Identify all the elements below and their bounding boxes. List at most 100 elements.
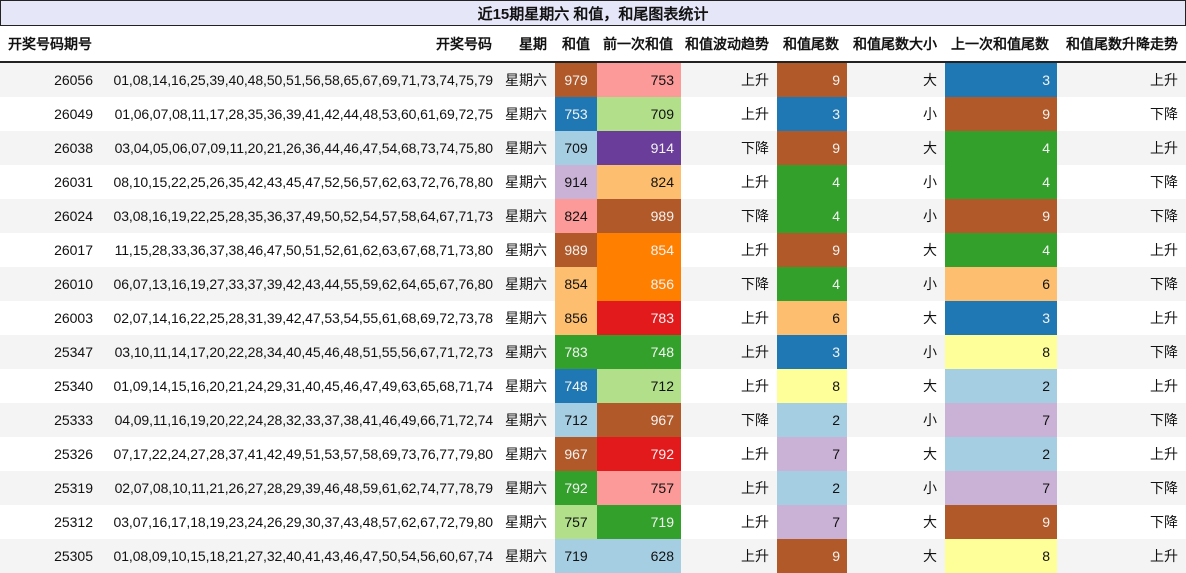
tail-size-cell: 小 <box>847 267 945 301</box>
prev-sum-cell: 856 <box>597 267 681 301</box>
tail-size-cell: 小 <box>847 199 945 233</box>
sum-trend-cell: 上升 <box>681 335 777 369</box>
col-header-prev-sum[interactable]: 前一次和值 <box>597 26 681 63</box>
col-header-numbers[interactable]: 开奖号码 <box>101 26 500 63</box>
sum-trend-cell: 下降 <box>681 199 777 233</box>
prev-sum-cell: 783 <box>597 301 681 335</box>
table-row[interactable]: 25347 03,10,11,14,17,20,22,28,34,40,45,46… <box>0 335 1186 369</box>
numbers-cell: 02,07,08,10,11,21,26,27,28,29,39,46,48,5… <box>101 471 500 505</box>
prev-sum-cell: 753 <box>597 62 681 97</box>
tail-trend-cell: 上升 <box>1057 131 1186 165</box>
last-tail-cell: 3 <box>945 301 1057 335</box>
issue-cell: 25340 <box>0 369 101 403</box>
col-header-issue[interactable]: 开奖号码期号 <box>0 26 101 63</box>
page-title: 近15期星期六 和值，和尾图表统计 <box>0 0 1186 26</box>
weekday-cell: 星期六 <box>500 267 555 301</box>
sum-trend-cell: 上升 <box>681 369 777 403</box>
col-header-sum-trend[interactable]: 和值波动趋势 <box>681 26 777 63</box>
table-row[interactable]: 25319 02,07,08,10,11,21,26,27,28,29,39,46… <box>0 471 1186 505</box>
col-header-tail-size[interactable]: 和值尾数大小 <box>847 26 945 63</box>
table-row[interactable]: 25326 07,17,22,24,27,28,37,41,42,49,51,53… <box>0 437 1186 471</box>
prev-sum-cell: 854 <box>597 233 681 267</box>
tail-size-cell: 小 <box>847 97 945 131</box>
last-tail-cell: 2 <box>945 437 1057 471</box>
sum-cell: 989 <box>555 233 597 267</box>
table-row[interactable]: 26010 06,07,13,16,19,27,33,37,39,42,43,44… <box>0 267 1186 301</box>
issue-cell: 25305 <box>0 539 101 573</box>
weekday-cell: 星期六 <box>500 335 555 369</box>
tail-size-cell: 小 <box>847 335 945 369</box>
sum-trend-cell: 上升 <box>681 165 777 199</box>
tail-cell: 9 <box>777 539 847 573</box>
col-header-tail[interactable]: 和值尾数 <box>777 26 847 63</box>
col-header-weekday[interactable]: 星期 <box>500 26 555 63</box>
tail-cell: 2 <box>777 403 847 437</box>
tail-trend-cell: 上升 <box>1057 62 1186 97</box>
table-row[interactable]: 26038 03,04,05,06,07,09,11,20,21,26,36,44… <box>0 131 1186 165</box>
prev-sum-cell: 748 <box>597 335 681 369</box>
table-row[interactable]: 26017 11,15,28,33,36,37,38,46,47,50,51,52… <box>0 233 1186 267</box>
sum-cell: 967 <box>555 437 597 471</box>
tail-cell: 6 <box>777 301 847 335</box>
sum-cell: 757 <box>555 505 597 539</box>
tail-trend-cell: 下降 <box>1057 403 1186 437</box>
issue-cell: 26056 <box>0 62 101 97</box>
tail-trend-cell: 下降 <box>1057 97 1186 131</box>
sum-cell: 753 <box>555 97 597 131</box>
table-row[interactable]: 25312 03,07,16,17,18,19,23,24,26,29,30,37… <box>0 505 1186 539</box>
weekday-cell: 星期六 <box>500 471 555 505</box>
tail-size-cell: 小 <box>847 471 945 505</box>
tail-trend-cell: 上升 <box>1057 369 1186 403</box>
issue-cell: 26024 <box>0 199 101 233</box>
last-tail-cell: 6 <box>945 267 1057 301</box>
tail-cell: 4 <box>777 267 847 301</box>
numbers-cell: 01,08,09,10,15,18,21,27,32,40,41,43,46,4… <box>101 539 500 573</box>
weekday-cell: 星期六 <box>500 539 555 573</box>
sum-cell: 748 <box>555 369 597 403</box>
tail-size-cell: 大 <box>847 505 945 539</box>
table-row[interactable]: 25305 01,08,09,10,15,18,21,27,32,40,41,43… <box>0 539 1186 573</box>
tail-size-cell: 大 <box>847 539 945 573</box>
last-tail-cell: 4 <box>945 165 1057 199</box>
table-body: 26056 01,08,14,16,25,39,40,48,50,51,56,58… <box>0 62 1186 573</box>
tail-cell: 7 <box>777 505 847 539</box>
numbers-cell: 04,09,11,16,19,20,22,24,28,32,33,37,38,4… <box>101 403 500 437</box>
weekday-cell: 星期六 <box>500 199 555 233</box>
sum-cell: 719 <box>555 539 597 573</box>
weekday-cell: 星期六 <box>500 233 555 267</box>
sum-cell: 914 <box>555 165 597 199</box>
sum-cell: 979 <box>555 62 597 97</box>
table-row[interactable]: 26024 03,08,16,19,22,25,28,35,36,37,49,50… <box>0 199 1186 233</box>
col-header-sum[interactable]: 和值 <box>555 26 597 63</box>
col-header-tail-trend[interactable]: 和值尾数升降走势 <box>1057 26 1186 63</box>
tail-cell: 3 <box>777 335 847 369</box>
last-tail-cell: 4 <box>945 233 1057 267</box>
sum-trend-cell: 上升 <box>681 62 777 97</box>
tail-trend-cell: 下降 <box>1057 199 1186 233</box>
numbers-cell: 03,04,05,06,07,09,11,20,21,26,36,44,46,4… <box>101 131 500 165</box>
table-row[interactable]: 26049 01,06,07,08,11,17,28,35,36,39,41,42… <box>0 97 1186 131</box>
sum-trend-cell: 上升 <box>681 233 777 267</box>
col-header-last-tail[interactable]: 上一次和值尾数 <box>945 26 1057 63</box>
sum-trend-cell: 上升 <box>681 539 777 573</box>
tail-size-cell: 小 <box>847 403 945 437</box>
sum-trend-cell: 下降 <box>681 403 777 437</box>
tail-size-cell: 大 <box>847 301 945 335</box>
table-row[interactable]: 26056 01,08,14,16,25,39,40,48,50,51,56,58… <box>0 62 1186 97</box>
table-row[interactable]: 26031 08,10,15,22,25,26,35,42,43,45,47,52… <box>0 165 1186 199</box>
table-row[interactable]: 25340 01,09,14,15,16,20,21,24,29,31,40,45… <box>0 369 1186 403</box>
tail-size-cell: 小 <box>847 165 945 199</box>
last-tail-cell: 3 <box>945 62 1057 97</box>
tail-trend-cell: 下降 <box>1057 165 1186 199</box>
tail-size-cell: 大 <box>847 233 945 267</box>
issue-cell: 25326 <box>0 437 101 471</box>
table-row[interactable]: 25333 04,09,11,16,19,20,22,24,28,32,33,37… <box>0 403 1186 437</box>
numbers-cell: 03,08,16,19,22,25,28,35,36,37,49,50,52,5… <box>101 199 500 233</box>
weekday-cell: 星期六 <box>500 62 555 97</box>
numbers-cell: 01,06,07,08,11,17,28,35,36,39,41,42,44,4… <box>101 97 500 131</box>
table-row[interactable]: 26003 02,07,14,16,22,25,28,31,39,42,47,53… <box>0 301 1186 335</box>
tail-cell: 3 <box>777 97 847 131</box>
sum-cell: 709 <box>555 131 597 165</box>
weekday-cell: 星期六 <box>500 437 555 471</box>
last-tail-cell: 9 <box>945 505 1057 539</box>
